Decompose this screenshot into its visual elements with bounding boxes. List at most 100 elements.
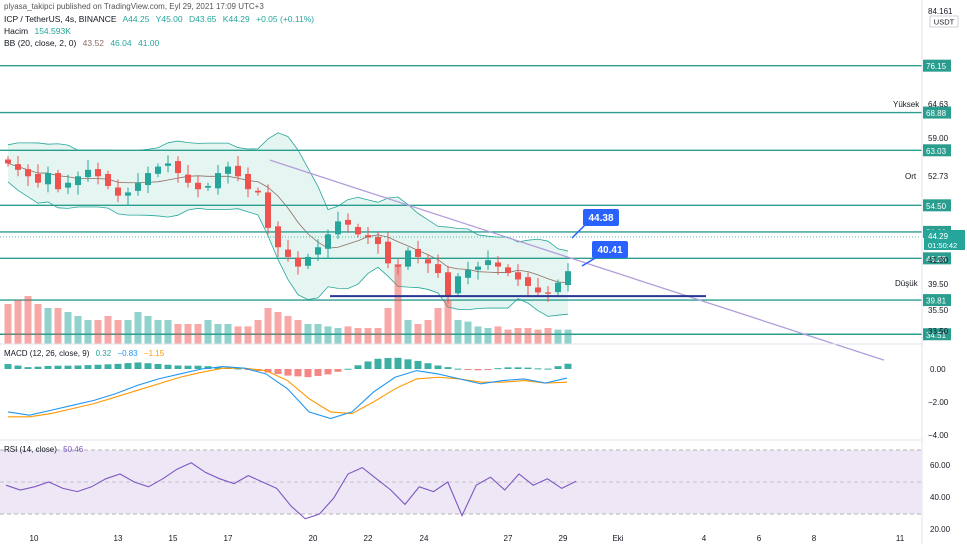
side-label-low: Düşük	[895, 279, 919, 288]
volume-bar	[404, 320, 412, 344]
candle-body	[285, 249, 291, 257]
lower-callout[interactable]: 40.41	[581, 241, 628, 267]
volume-bar	[424, 320, 432, 344]
volume-bar	[564, 329, 572, 344]
ohlc-high: Y45.00	[156, 14, 183, 24]
macd-histogram-bar	[494, 368, 502, 370]
candle-body	[515, 272, 521, 280]
candle-body	[265, 192, 271, 228]
macd-histogram-bar	[264, 369, 272, 373]
macd-tick: 0.00	[930, 365, 946, 374]
volume-bar	[184, 324, 192, 344]
bb-fill	[8, 132, 568, 317]
candle-body	[375, 236, 381, 245]
time-tick: 20	[309, 534, 318, 543]
macd-histogram-bar	[554, 366, 562, 369]
candle-body	[495, 262, 501, 267]
macd-histogram-bar	[44, 365, 52, 369]
bb-legend[interactable]: BB (20, close, 2, 0) 43.52 46.04 41.00	[4, 38, 160, 48]
candle-body	[525, 277, 531, 286]
macd-legend[interactable]: MACD (12, 26, close, 9) 0.32 −0.83 −1.15	[4, 349, 165, 358]
volume-bar	[24, 296, 32, 344]
candle-body	[125, 192, 131, 196]
macd-histogram-bar	[34, 366, 42, 369]
volume-bar	[324, 326, 332, 344]
time-tick: 22	[364, 534, 373, 543]
candle-body	[425, 259, 431, 264]
trendlines	[269, 159, 885, 361]
axis-top-label: 84.161	[928, 7, 953, 16]
macd-histogram-bar	[514, 367, 522, 369]
candle-body	[435, 264, 441, 274]
candle-body	[65, 182, 71, 188]
macd-histogram-bar	[184, 365, 192, 369]
legend: plyasa_takipci published on TradingView.…	[4, 2, 314, 48]
volume-bar	[94, 320, 102, 344]
rsi-pane	[0, 449, 922, 520]
candle-body	[335, 221, 341, 235]
symbol-line[interactable]: ICP / TetherUS, 4s, BINANCE A44.25 Y45.0…	[4, 14, 314, 24]
candle-body	[305, 256, 311, 266]
time-tick: 29	[559, 534, 568, 543]
volume-bar	[474, 326, 482, 344]
volume-legend[interactable]: Hacim 154.593K	[4, 26, 71, 36]
level-badge-text: 39.81	[926, 297, 947, 306]
macd-histogram-bar	[104, 364, 112, 369]
candles	[5, 155, 571, 304]
level-badge	[923, 59, 951, 72]
macd-histogram-bar	[544, 368, 552, 370]
macd-histogram-bar	[164, 364, 172, 369]
macd-histogram-bar	[534, 368, 542, 370]
volume-bar	[504, 329, 512, 344]
candle-body	[545, 292, 551, 294]
macd-histogram-bar	[204, 366, 212, 369]
price-tick: 39.50	[928, 280, 949, 289]
volume-bar	[554, 329, 562, 344]
ohlc-change: +0.05 (+0.11%)	[256, 14, 314, 24]
ohlc-open: A44.25	[123, 14, 150, 24]
macd-histogram-bar	[144, 363, 152, 369]
time-tick: 6	[757, 534, 762, 543]
candle-body	[105, 173, 111, 186]
volume-bar	[14, 300, 22, 344]
svg-text:01:50:42: 01:50:42	[928, 241, 957, 250]
macd-histogram-bar	[194, 365, 202, 369]
volume-bar	[254, 320, 262, 344]
currency-label: USDT	[934, 18, 955, 27]
level-badge	[923, 252, 951, 265]
candle-body	[175, 161, 181, 174]
candle-body	[385, 241, 391, 264]
rsi-band	[0, 450, 922, 514]
rsi-tick: 60.00	[930, 461, 951, 470]
level-badge	[923, 328, 951, 341]
volume-bar	[134, 312, 142, 344]
volume-bar	[284, 316, 292, 344]
volume-bar	[534, 329, 542, 344]
macd-histogram-bar	[294, 369, 302, 377]
candle-body	[455, 276, 461, 294]
svg-text:44.29: 44.29	[928, 232, 949, 241]
bb-basis	[7, 163, 569, 284]
macd-histogram-bar	[304, 369, 312, 378]
price-axis[interactable]: 84.161 USDT Yüksek Ort Düşük 64.63 59.00…	[893, 7, 965, 336]
level-badge-text: 68.88	[926, 109, 947, 118]
time-tick: 24	[420, 534, 429, 543]
level-badge-text: 34.51	[926, 331, 947, 340]
symbol-name: ICP / TetherUS, 4s, BINANCE	[4, 14, 117, 24]
volume-bar	[194, 324, 202, 344]
macd-histogram-bar	[24, 367, 32, 369]
upper-callout[interactable]: 44.38	[571, 209, 619, 239]
volume-bar	[394, 264, 402, 344]
volume-bar	[344, 326, 352, 344]
rsi-line	[5, 462, 577, 520]
rsi-legend[interactable]: RSI (14, close) 50.46	[4, 445, 84, 454]
price-tick: 52.73	[928, 172, 949, 181]
volume-bar	[364, 328, 372, 344]
volume-bar	[64, 312, 72, 344]
macd-histogram-bar	[274, 369, 282, 375]
candle-body	[245, 173, 251, 190]
time-axis[interactable]: 10 13 15 17 20 22 24 27 29 Eki 4 6 8 11	[30, 534, 905, 543]
candle-body	[185, 174, 191, 183]
volume-bar	[174, 324, 182, 344]
